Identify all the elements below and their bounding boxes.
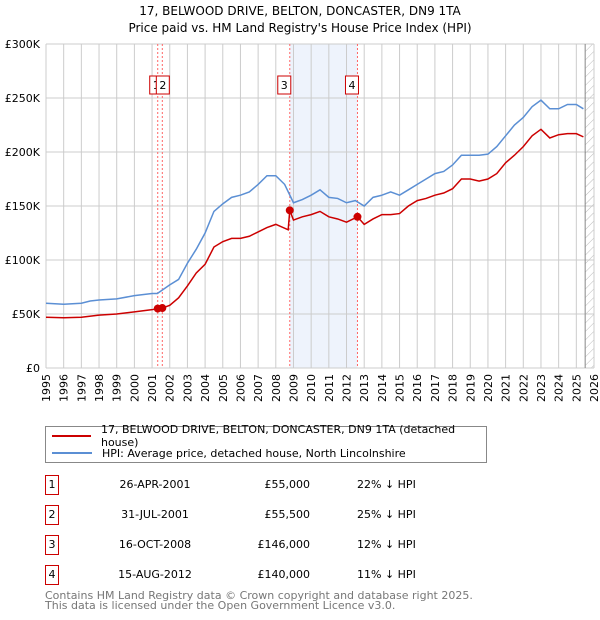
legend-label: 17, BELWOOD DRIVE, BELTON, DONCASTER, DN… [100,423,456,449]
x-tick-label: 1998 [93,374,106,402]
table-row: 3 16-OCT-2008 £146,000 12% ↓ HPI [45,535,445,555]
x-tick-label: 2007 [252,374,265,402]
footer-line: This data is licensed under the Open Gov… [45,599,396,612]
footer: Contains HM Land Registry data © Crown c… [45,589,473,612]
x-tick-label: 2013 [358,374,371,402]
x-tick-label: 2014 [376,374,389,402]
sale-price: £140,000 [257,568,311,581]
sale-number-badge: 2 [45,505,59,525]
sale-hpi-diff: 25% ↓ HPI [357,508,416,521]
sale-hpi-diff: 11% ↓ HPI [357,568,416,581]
x-tick-label: 1997 [75,374,88,402]
sale-point [353,212,362,221]
x-tick-label: 1996 [58,374,71,402]
legend-label: HPI: Average price, detached house, Nort… [102,446,406,460]
x-tick-label: 2016 [411,374,424,402]
x-tick-label: 2019 [464,374,477,402]
legend-swatch-blue [52,452,92,454]
x-tick-label: 2011 [323,374,336,402]
sale-date: 15-AUG-2012 [118,568,192,581]
sale-point [158,304,167,313]
footer-line: Contains HM Land Registry data © Crown c… [45,589,473,602]
y-tick-label: £300K [5,38,41,51]
sale-hpi-diff: 22% ↓ HPI [357,478,416,491]
x-tick-label: 2012 [341,374,354,402]
x-tick-label: 2008 [270,374,283,402]
sale-marker-label: 3 [281,79,288,92]
x-tick-label: 2022 [517,374,530,402]
x-tick-label: 2015 [394,374,407,402]
x-tick-label: 1995 [40,374,53,402]
x-tick-label: 2000 [128,374,141,402]
y-tick-label: £0 [26,362,40,375]
chart-legend: 17, BELWOOD DRIVE, BELTON, DONCASTER, DN… [45,423,487,463]
sale-date: 16-OCT-2008 [118,538,192,551]
x-tick-label: 2001 [146,374,159,402]
chart-title: 17, BELWOOD DRIVE, BELTON, DONCASTER, DN… [139,4,461,18]
y-tick-label: £150K [5,200,41,213]
sale-price: £146,000 [257,538,311,551]
y-tick-label: £50K [12,308,41,321]
table-row: 4 15-AUG-2012 £140,000 11% ↓ HPI [45,565,445,585]
x-tick-label: 2004 [199,374,212,402]
x-tick-label: 2010 [305,374,318,402]
sale-price: £55,000 [264,478,311,491]
chart-subtitle: Price paid vs. HM Land Registry's House … [128,21,472,35]
legend-swatch-red [52,435,91,437]
y-tick-label: £100K [5,254,41,267]
x-tick-label: 2024 [553,374,566,402]
x-tick-label: 2005 [217,374,230,402]
x-tick-label: 1999 [111,374,124,402]
sale-marker-label: 2 [159,79,166,92]
x-tick-label: 2026 [588,374,600,402]
legend-item-property: 17, BELWOOD DRIVE, BELTON, DONCASTER, DN… [52,423,486,449]
x-tick-label: 2021 [500,374,513,402]
sale-marker-box [277,75,292,95]
x-tick-label: 2006 [234,374,247,402]
series-line [45,128,584,319]
x-tick-label: 2009 [287,374,300,402]
sale-marker-box [155,75,170,95]
sale-date: 26-APR-2001 [119,478,191,491]
sale-marker-box [344,75,359,95]
y-tick-label: £250K [5,92,41,105]
x-tick-label: 2023 [535,374,548,402]
series-line [45,99,584,306]
sale-hpi-diff: 12% ↓ HPI [357,538,416,551]
y-tick-label: £200K [5,146,41,159]
x-tick-label: 2020 [482,374,495,402]
legend-item-hpi: HPI: Average price, detached house, Nort… [52,445,406,461]
sale-price: £55,500 [264,508,311,521]
sale-number-badge: 3 [45,535,59,555]
sale-point [285,206,294,215]
price-chart: 1995 1996 1997 1998 1999 2000 2001 2002 2003 2004… [5,38,600,402]
sale-number-badge: 1 [45,475,59,495]
sale-number-badge: 4 [45,565,59,585]
sale-marker-label: 4 [348,79,355,92]
x-tick-label: 2025 [570,374,583,402]
table-row: 2 31-JUL-2001 £55,500 25% ↓ HPI [45,505,445,525]
table-row: 1 26-APR-2001 £55,000 22% ↓ HPI [45,475,445,495]
sale-date: 31-JUL-2001 [121,508,189,521]
x-tick-label: 2003 [181,374,194,402]
x-tick-label: 2017 [429,374,442,402]
x-tick-label: 2018 [447,374,460,402]
x-tick-label: 2002 [164,374,177,402]
